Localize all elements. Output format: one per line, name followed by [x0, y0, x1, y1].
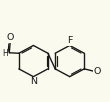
- Text: O: O: [6, 33, 14, 42]
- Text: H: H: [2, 49, 8, 58]
- Text: O: O: [94, 67, 101, 76]
- Text: N: N: [30, 77, 37, 86]
- Text: F: F: [67, 36, 72, 45]
